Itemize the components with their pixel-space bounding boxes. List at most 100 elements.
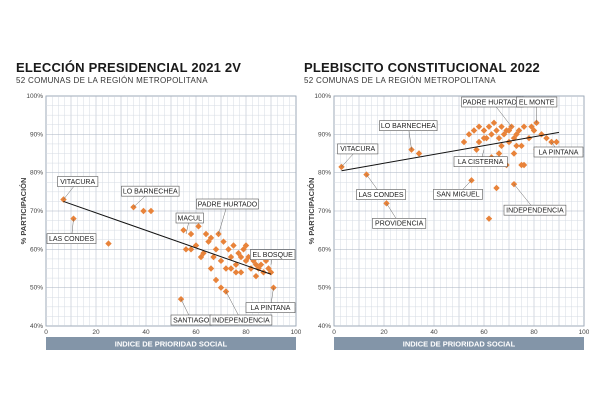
annotation-box (57, 176, 99, 187)
data-point (513, 142, 520, 150)
data-point (265, 265, 272, 272)
data-point (217, 257, 225, 265)
y-axis-label: % PARTICIPACIÓN (307, 178, 316, 245)
annotation-box (453, 156, 508, 167)
annotation-label: VITACURA (60, 179, 95, 186)
data-point (212, 276, 220, 284)
chart-subtitle: 52 COMUNAS DE LA REGIÓN METROPOLITANA (16, 76, 208, 85)
data-point (470, 127, 478, 134)
data-point (383, 200, 390, 207)
trend-line (63, 200, 272, 275)
data-point (510, 150, 518, 157)
annotation-label: EL BOSQUE (253, 252, 294, 259)
annotation-box (337, 143, 379, 155)
annotations: VITACURA LAS CONDES LO BARNECHEA MACUL PADRE… (46, 176, 296, 326)
data-point (195, 223, 202, 230)
x-tick-label: 80 (530, 329, 538, 336)
annotation-box (196, 198, 259, 210)
data-point (187, 246, 195, 253)
data-point (508, 123, 515, 130)
y-tick-label: 90% (318, 131, 331, 138)
annotation-box (356, 189, 406, 200)
data-point (485, 123, 493, 130)
annotation-label: MACUL (177, 215, 202, 222)
x-tick-label: 60 (480, 329, 488, 336)
data-point (252, 272, 260, 280)
scatter-plot-presidencial: 40% 50% 60% 70% 80% 90% 100% 0 20 40 60 80 100 % PART… (19, 93, 301, 350)
data-point (488, 131, 495, 138)
data-point (498, 142, 505, 150)
data-point (500, 131, 508, 138)
data-point (232, 269, 240, 276)
x-axis-label-bar (334, 337, 584, 350)
data-point (207, 265, 215, 272)
data-point (518, 142, 525, 150)
scatter-plot-plebiscito: 40% 50% 60% 70% 80% 90% 100% 0 20 40 60 80 100 % PART… (307, 93, 589, 350)
data-point (222, 265, 230, 272)
y-tick-label: 50% (30, 285, 43, 292)
x-tick-label: 20 (380, 329, 388, 336)
y-tick-label: 70% (318, 208, 331, 215)
annotation-label: VITACURA (340, 146, 375, 153)
x-axis-label-bar (46, 337, 296, 350)
data-point (207, 234, 215, 242)
data-point (473, 146, 480, 153)
data-point (553, 138, 560, 146)
annotation-label: LAS CONDES (49, 236, 94, 243)
annotations: VITACURA LAS CONDES LO BARNECHEA PROVIDENCI… (337, 96, 584, 229)
trend-line (341, 131, 560, 172)
y-tick-label: 40% (30, 323, 43, 330)
data-point (465, 131, 473, 138)
annotation-box (46, 233, 97, 244)
annotation-box (433, 189, 483, 200)
data-point (510, 134, 518, 142)
data-point (225, 246, 232, 253)
data-point (237, 269, 245, 276)
data-point (513, 131, 520, 138)
data-point (543, 134, 550, 142)
annotation-label: SANTIAGO (173, 317, 210, 324)
x-axis-label: INDICE DE PRIORIDAD SOCIAL (115, 340, 228, 349)
y-tick-label: 100% (314, 93, 331, 100)
x-tick-label: 80 (242, 329, 250, 336)
annotation-label: LAS CONDES (358, 192, 403, 199)
x-tick-label: 100 (579, 329, 589, 336)
x-tick-label: 0 (332, 329, 336, 336)
y-tick-label: 80% (30, 170, 43, 177)
annotation-box (372, 218, 427, 229)
data-point (498, 123, 505, 130)
data-point (495, 150, 503, 157)
annotation-box (379, 120, 438, 131)
chart-subtitle: 52 COMUNAS DE LA REGIÓN METROPOLITANA (304, 76, 496, 85)
data-point (415, 150, 423, 157)
annotation-label: LA CISTERNA (458, 159, 504, 166)
data-point (227, 265, 235, 272)
data-point (520, 123, 528, 130)
chart-panel-presidencial: ELECCIÓN PRESIDENCIAL 2021 2V 52 COMUNAS… (16, 60, 301, 360)
annotation-label: PADRE HURTADO (198, 201, 258, 208)
data-point (538, 131, 545, 138)
data-point (210, 253, 217, 261)
data-point (480, 127, 488, 134)
annotation-box (516, 96, 558, 108)
data-point (205, 238, 212, 245)
y-tick-label: 100% (26, 93, 43, 100)
data-point (182, 246, 190, 253)
x-tick-label: 40 (430, 329, 438, 336)
data-point (252, 261, 260, 268)
annotation-box (245, 302, 296, 313)
annotation-label: SAN MIGUEL (436, 192, 479, 199)
data-point (192, 242, 200, 249)
data-point (247, 265, 255, 272)
data-point (105, 240, 112, 247)
data-point (408, 146, 415, 153)
data-point (480, 134, 488, 142)
annotation-box (209, 314, 273, 326)
data-point (530, 127, 538, 134)
data-point (493, 184, 500, 192)
data-point (220, 238, 227, 245)
chart-title: ELECCIÓN PRESIDENCIAL 2021 2V (16, 60, 242, 75)
y-tick-label: 60% (318, 246, 331, 253)
data-point (147, 207, 155, 215)
data-point (232, 261, 240, 268)
